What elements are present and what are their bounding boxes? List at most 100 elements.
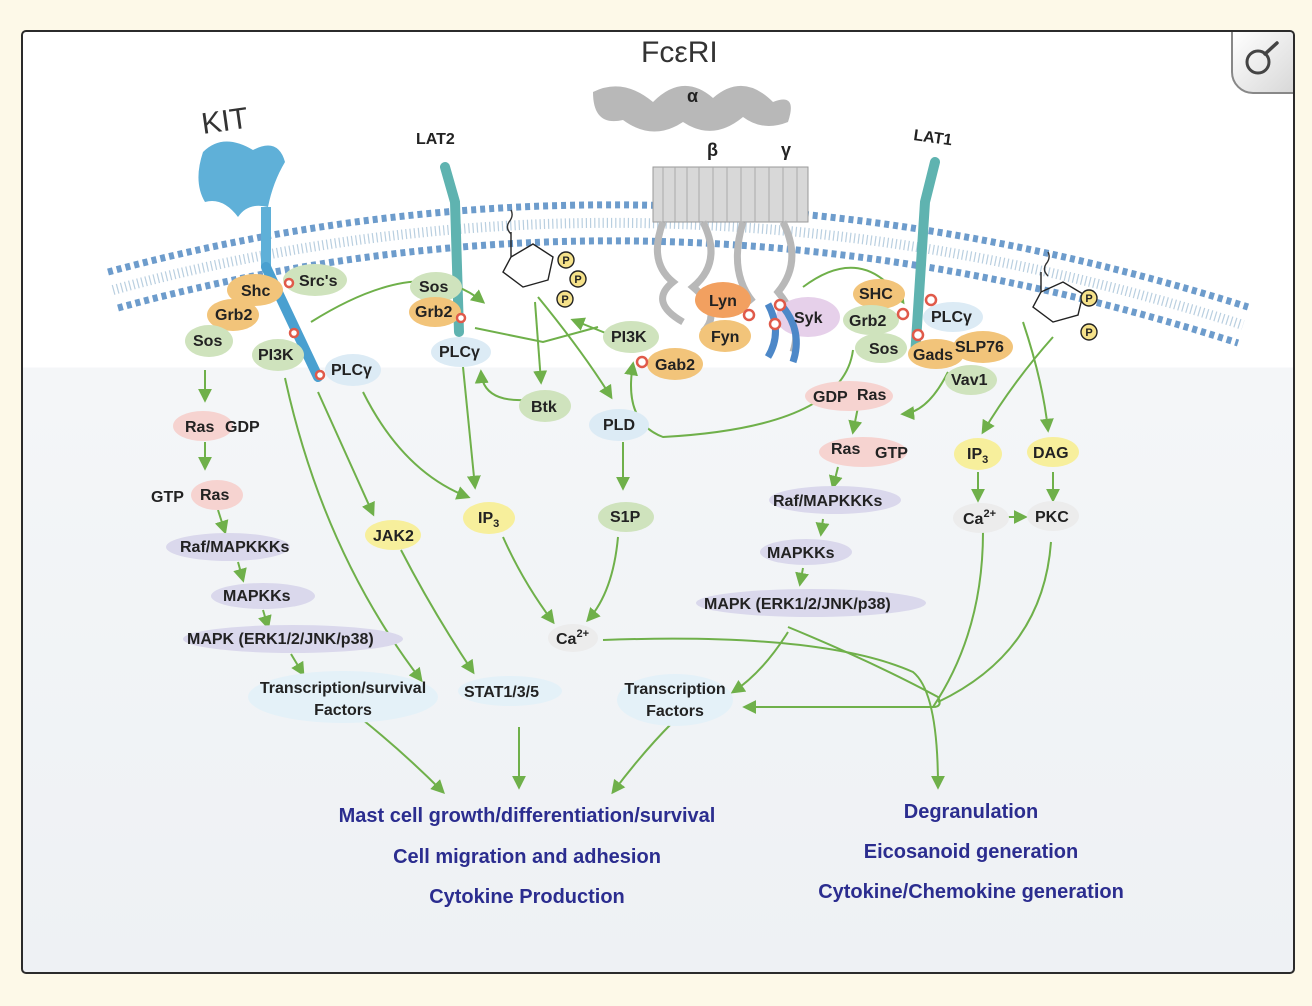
mapk-label: MAPK (ERK1/2/JNK/p38): [704, 596, 891, 613]
outcome-text: Cytokine/Chemokine generation: [818, 881, 1124, 903]
transcription-factor-label: Transcription/survival: [260, 680, 426, 697]
calcium-superscript: 2+: [983, 508, 996, 520]
fceri-label: FcεRI: [641, 36, 718, 69]
kit-proteins: [166, 264, 562, 723]
gtp-label: GTP: [151, 489, 184, 506]
phosphoinositide-right: [1032, 251, 1098, 341]
vav1-label: Vav1: [951, 372, 988, 389]
phospho-label: P: [574, 274, 581, 286]
gdp-label: GDP: [225, 419, 260, 436]
pathway-figure: FcεRI α β γ KIT LAT2 LAT1 P P P P: [21, 30, 1295, 974]
outcome-text: Cell migration and adhesion: [393, 846, 661, 868]
gtp-label: GTP: [875, 445, 908, 462]
beta-chain-label: β: [707, 140, 718, 160]
lat1-label: LAT1: [912, 127, 953, 149]
mapkk-protein: [211, 583, 315, 609]
mapk-protein: [183, 625, 403, 653]
shc-protein: [227, 274, 283, 306]
fceri-proteins: [603, 282, 840, 380]
ip3-label: IP: [478, 510, 493, 527]
dag-label: DAG: [1033, 445, 1069, 462]
calcium-superscript: 2+: [576, 628, 589, 640]
gab2-label: Gab2: [655, 357, 695, 374]
lat1-proteins: [696, 279, 1079, 617]
shc-label: SHC: [859, 286, 893, 303]
kit-pathway-labels: Ras GDP GTP Ras Raf/MAPKKKs MAPKKs MAPK …: [151, 419, 539, 719]
raf-label: Raf/MAPKKKs: [180, 539, 289, 556]
gads-label: Gads: [913, 347, 953, 364]
phospho-label: P: [1085, 327, 1092, 339]
pi3k-label: PI3K: [258, 347, 294, 364]
mapk-label: MAPK (ERK1/2/JNK/p38): [187, 631, 374, 648]
svg-text:Ca2+: Ca2+: [963, 508, 996, 528]
ip3-label: IP: [967, 446, 982, 463]
magnifier-icon: [1245, 41, 1279, 75]
grb2-protein: [207, 299, 259, 331]
fceri-receptor: FcεRI α β γ: [593, 36, 809, 354]
ras-gtp-protein: [191, 480, 243, 510]
phosphorylation-sites: [283, 277, 938, 381]
syk-label: Syk: [794, 310, 823, 327]
phospho-label: P: [561, 294, 568, 306]
lat1-pathway-labels: GDP Ras Ras GTP Raf/MAPKKKs MAPKKs MAPK …: [704, 387, 1069, 613]
sos-label: Sos: [419, 279, 448, 296]
alpha-chain-label: α: [687, 86, 698, 106]
raf-label: Raf/MAPKKKs: [773, 493, 882, 510]
gdp-label: GDP: [813, 389, 848, 406]
pld-label: PLD: [603, 417, 635, 434]
ras-label: Ras: [857, 387, 886, 404]
grb2-label: Grb2: [849, 313, 886, 330]
grb2-label: Grb2: [215, 307, 252, 324]
mapkks-label: MAPKKs: [767, 545, 835, 562]
plcg-label: PLCγ: [439, 344, 480, 361]
mapkks-label: MAPKKs: [223, 588, 291, 605]
outcomes-left: Mast cell growth/differentiation/surviva…: [339, 805, 716, 908]
sos-label: Sos: [193, 333, 222, 350]
ip3-subscript: 3: [982, 454, 988, 466]
gamma-chain-label: γ: [781, 140, 791, 160]
grb2-label: Grb2: [415, 304, 452, 321]
jak2-label: JAK2: [373, 528, 414, 545]
outcome-text: Mast cell growth/differentiation/surviva…: [339, 805, 716, 827]
transcription-factor-label: Factors: [646, 703, 704, 720]
plcg-label: PLCγ: [331, 362, 372, 379]
phospho-label: P: [1085, 293, 1092, 305]
lat2-proteins: [409, 272, 733, 726]
ras-label: Ras: [185, 419, 214, 436]
ip3-subscript: 3: [493, 518, 499, 530]
outcomes-right: Degranulation Eicosanoid generation Cyto…: [818, 801, 1124, 903]
zoom-button[interactable]: [1231, 32, 1293, 94]
ras-label: Ras: [831, 441, 860, 458]
ras-gdp-protein: [173, 411, 233, 441]
outcome-text: Eicosanoid generation: [864, 841, 1078, 863]
src-label: Src's: [299, 273, 338, 290]
plcg-protein: [325, 354, 381, 386]
lat2-label: LAT2: [416, 131, 455, 148]
phospho-label: P: [562, 255, 569, 267]
outcome-text: Cytokine Production: [429, 886, 625, 908]
pkc-label: PKC: [1035, 509, 1069, 526]
signaling-diagram: FcεRI α β γ KIT LAT2 LAT1 P P P P: [107, 36, 1250, 908]
sos-protein: [185, 325, 233, 357]
stat-label: STAT1/3/5: [464, 684, 539, 701]
pi3k-protein: [252, 339, 304, 371]
calcium-label: Ca: [963, 511, 984, 528]
kit-receptor: KIT: [198, 102, 323, 382]
svg-text:IP3: IP3: [967, 446, 988, 466]
pi3k-label: PI3K: [611, 329, 647, 346]
shc-label: Shc: [241, 283, 270, 300]
transcription-factor-label: Transcription: [624, 681, 725, 698]
s1p-label: S1P: [610, 509, 641, 526]
tf-protein: [248, 671, 438, 723]
src-protein: [283, 264, 347, 296]
stat-protein: [458, 676, 562, 706]
lat2-pathway-labels: IP3 PLD S1P Ca2+ Transcription Factors: [478, 417, 726, 720]
plcg-label: PLCγ: [931, 309, 972, 326]
outcome-text: Degranulation: [904, 801, 1038, 823]
svg-text:IP3: IP3: [478, 510, 499, 530]
slp76-label: SLP76: [955, 339, 1004, 356]
sos-label: Sos: [869, 341, 898, 358]
phosphoinositide-left: [502, 209, 587, 308]
lyn-label: Lyn: [709, 293, 737, 310]
svg-text:Ca2+: Ca2+: [556, 628, 589, 648]
